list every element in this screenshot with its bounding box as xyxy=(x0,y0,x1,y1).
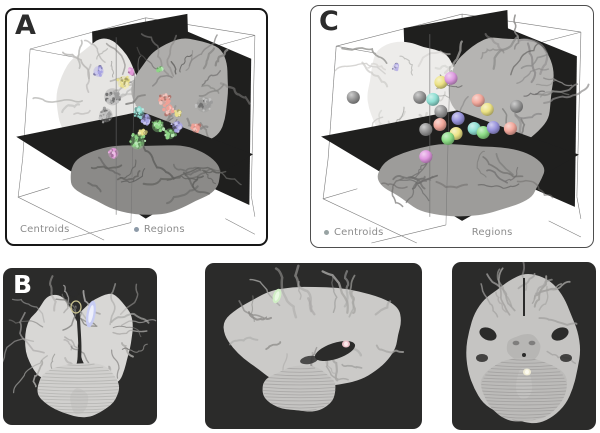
panel-b-label: B xyxy=(13,270,33,299)
centroids-marker-dot xyxy=(324,230,329,235)
panel-a: A Centroids Regions xyxy=(5,8,268,246)
legend-item-centroids: Centroids xyxy=(324,227,384,238)
panel-b-axial-slice xyxy=(452,262,596,430)
regions-marker-dot xyxy=(133,227,139,232)
panel-b-coronal-slice: B xyxy=(3,268,157,425)
panel-c-label: C xyxy=(319,6,339,37)
legend-item-centroids: Centroids xyxy=(20,224,70,235)
legend-item-regions: Regions xyxy=(133,224,185,235)
legend-item-regions: Regions xyxy=(472,227,513,238)
panel-a-legend: Centroids Regions xyxy=(7,224,266,238)
sagittal-slice-image xyxy=(223,264,405,412)
axial-slice-image xyxy=(466,262,581,424)
panel-c: C Centroids Regions xyxy=(310,5,594,248)
coronal-slice-image xyxy=(3,275,157,418)
panel-c-legend: Centroids Regions xyxy=(311,227,593,241)
panel-b-sagittal-slice xyxy=(205,263,422,429)
panel-a-3d-scene xyxy=(16,13,256,241)
legend-label: Regions xyxy=(143,224,185,235)
panel-c-3d-scene xyxy=(321,10,590,244)
legend-label: Regions xyxy=(471,227,513,238)
legend-label: Centroids xyxy=(334,227,384,238)
panel-a-label: A xyxy=(15,10,36,41)
legend-label: Centroids xyxy=(20,224,70,235)
